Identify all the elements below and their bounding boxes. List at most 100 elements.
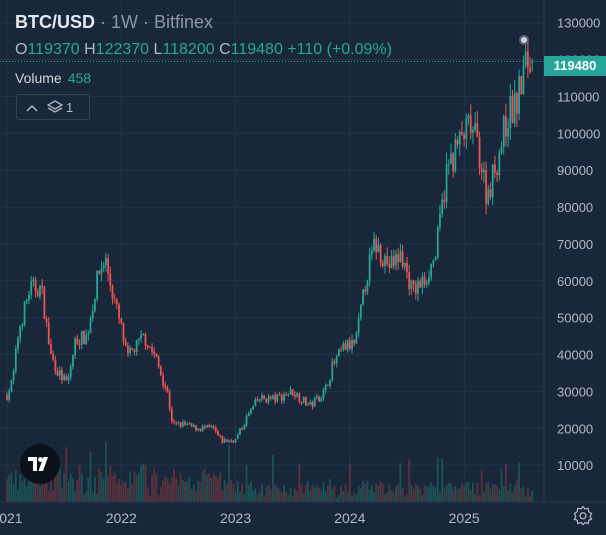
candle-body xyxy=(335,356,338,364)
volume-bar xyxy=(388,484,391,502)
volume-bar xyxy=(520,488,523,502)
indicators-toggle[interactable]: 1 xyxy=(47,100,73,115)
candle-body xyxy=(214,427,217,432)
candle-body xyxy=(197,428,200,431)
candle-body xyxy=(67,377,70,381)
alert-dot-icon[interactable] xyxy=(519,35,529,45)
candle-body xyxy=(410,280,413,290)
volume-bar xyxy=(129,471,131,502)
volume-bar xyxy=(432,485,435,502)
interval-label[interactable]: 1W xyxy=(111,12,138,32)
candle-body xyxy=(287,394,290,396)
candle-body xyxy=(401,251,404,267)
volume-bar xyxy=(311,484,314,502)
candle-body xyxy=(94,298,96,311)
candle-body xyxy=(507,128,509,137)
candle-body xyxy=(276,394,279,402)
candle-body xyxy=(45,318,48,323)
candle-body xyxy=(529,67,531,73)
candle-body xyxy=(483,170,485,173)
volume-bar xyxy=(192,484,195,502)
volume-bar xyxy=(151,475,153,502)
candle-body xyxy=(346,340,349,350)
volume-bar xyxy=(513,485,516,502)
candle-body xyxy=(489,189,492,198)
time-axis[interactable]: 2021 2022 2023 2024 2025 xyxy=(0,510,480,526)
volume-bar xyxy=(353,492,356,502)
volume-bar xyxy=(526,487,529,502)
volume-bar xyxy=(47,491,50,502)
candle-body xyxy=(140,334,142,339)
candle-body xyxy=(173,421,175,423)
candle-body xyxy=(247,413,250,417)
y-tick-label: 80000 xyxy=(557,200,593,215)
volume-bar xyxy=(36,474,39,502)
volume-bar xyxy=(419,488,422,502)
volume-bar xyxy=(443,487,446,502)
symbol-name[interactable]: BTC/USD xyxy=(15,12,95,32)
candle-body xyxy=(115,299,118,305)
volume-bar xyxy=(195,490,197,502)
volume-bar xyxy=(142,463,145,502)
volume-bar xyxy=(23,478,26,502)
candle-body xyxy=(390,256,393,269)
volume-bar xyxy=(164,475,167,502)
volume-bar xyxy=(109,466,112,502)
change-value: +110 (+0.09%) xyxy=(287,41,392,58)
volume-bar xyxy=(463,486,466,502)
candle-body xyxy=(148,347,151,349)
candle-body xyxy=(190,423,193,427)
candle-body xyxy=(12,370,15,381)
candle-body xyxy=(80,331,83,345)
candle-body xyxy=(32,279,35,282)
legend-collapse-toggle[interactable]: 1 xyxy=(16,94,90,120)
candle-body xyxy=(89,318,92,333)
volume-bar xyxy=(375,483,378,502)
volume-bar xyxy=(256,494,259,502)
volume-bar xyxy=(417,485,419,502)
volume-bar xyxy=(315,485,318,502)
volume-bar xyxy=(302,493,305,502)
volume-bar xyxy=(146,487,149,502)
volume-bar xyxy=(276,487,279,502)
candle-body xyxy=(144,333,147,345)
volume-bar xyxy=(94,476,96,502)
price-axis[interactable]: 10000 20000 30000 40000 50000 60000 70000 80000… xyxy=(557,16,600,473)
chevron-up-icon[interactable] xyxy=(17,100,47,115)
volume-bar xyxy=(480,469,483,502)
high-key: H xyxy=(84,41,96,58)
candle-body xyxy=(254,399,257,406)
candle-body xyxy=(307,404,309,406)
candle-body xyxy=(311,401,314,407)
candle-body xyxy=(19,326,22,339)
volume-bar xyxy=(96,493,99,502)
volume-bar xyxy=(214,476,217,502)
candle-body xyxy=(177,422,180,424)
volume-bar xyxy=(458,488,461,502)
candle-body xyxy=(61,370,63,381)
volume-label[interactable]: Volume xyxy=(15,70,62,86)
candle-body xyxy=(315,396,318,399)
gear-icon[interactable] xyxy=(573,506,593,526)
volume-bar xyxy=(87,477,90,502)
grid-lines xyxy=(0,0,544,502)
volume-bar xyxy=(436,456,439,502)
candle-body xyxy=(368,254,371,281)
volume-bar xyxy=(63,473,66,502)
candle-body xyxy=(320,398,323,402)
volume-bar xyxy=(507,490,509,502)
candle-body xyxy=(344,343,347,350)
close-value: 119480 xyxy=(230,41,283,58)
volume-bar xyxy=(72,478,74,502)
volume-bar xyxy=(370,484,373,502)
volume-bar xyxy=(267,484,270,502)
tradingview-logo-icon[interactable] xyxy=(20,444,60,484)
candle-body xyxy=(285,394,288,396)
x-tick-label: 2024 xyxy=(334,510,365,526)
volume-bar xyxy=(522,485,525,502)
volume-bar xyxy=(456,489,459,502)
candle-body xyxy=(452,153,455,172)
candle-body xyxy=(329,379,331,386)
volume-bar xyxy=(489,488,492,502)
